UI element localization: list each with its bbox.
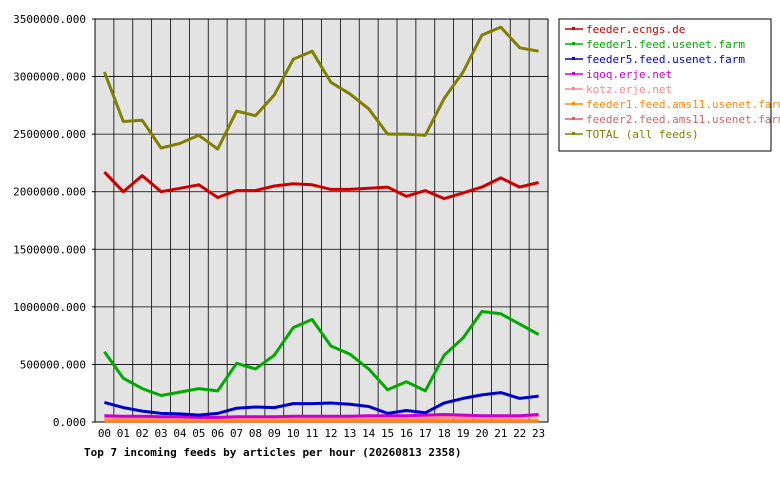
legend-marker xyxy=(572,42,575,45)
legend-marker xyxy=(572,87,575,90)
legend-label: feeder.ecngs.de xyxy=(586,23,685,36)
x-tick-label: 04 xyxy=(173,427,187,440)
chart-title: Top 7 incoming feeds by articles per hou… xyxy=(84,446,462,459)
x-tick-label: 11 xyxy=(305,427,318,440)
legend-label: iqoq.erje.net xyxy=(586,68,672,81)
series-line xyxy=(104,413,539,419)
series-line xyxy=(103,310,540,397)
legend-label: TOTAL (all feeds) xyxy=(586,128,699,141)
x-tick-label: 22 xyxy=(513,427,526,440)
legend-label: feeder5.feed.usenet.farm xyxy=(586,53,745,66)
series-lines xyxy=(102,25,540,423)
legend-marker xyxy=(572,117,575,120)
x-tick-label: 00 xyxy=(98,427,111,440)
y-tick-label: 0.000 xyxy=(53,416,86,429)
legend-box xyxy=(558,18,772,152)
y-tick-label: 1000000.000 xyxy=(13,301,86,314)
legend-marker xyxy=(572,102,575,105)
y-tick-label: 3000000.000 xyxy=(13,71,86,84)
legend-marker xyxy=(572,57,575,60)
series-line xyxy=(102,25,539,151)
x-tick-label: 18 xyxy=(438,427,451,440)
x-tick-label: 05 xyxy=(192,427,205,440)
x-tick-label: 01 xyxy=(117,427,130,440)
x-tick-label: 21 xyxy=(494,427,507,440)
x-axis-ticks: 00 01 02 03 04 05 06 07 08 09 10 11 12 13 14 15 16 17 18 19… xyxy=(98,427,545,440)
x-tick-label: 19 xyxy=(456,427,469,440)
x-tick-label: 17 xyxy=(419,427,432,440)
y-tick-label: 3500000.000 xyxy=(13,13,86,26)
x-tick-label: 10 xyxy=(287,427,300,440)
legend-label: feeder2.feed.ams11.usenet.farm xyxy=(586,113,780,126)
x-tick-label: 13 xyxy=(343,427,356,440)
legend-marker xyxy=(572,27,575,30)
x-tick-label: 09 xyxy=(268,427,281,440)
x-tick-label: 20 xyxy=(475,427,488,440)
y-tick-label: 2500000.000 xyxy=(13,128,86,141)
series-line xyxy=(104,414,539,420)
x-tick-label: 08 xyxy=(249,427,262,440)
x-tick-label: 12 xyxy=(324,427,337,440)
grid xyxy=(95,19,548,422)
legend-label: feeder1.feed.usenet.farm xyxy=(586,38,745,51)
legend-label: feeder1.feed.ams11.usenet.farm xyxy=(586,98,780,111)
y-tick-label: 2000000.000 xyxy=(13,186,86,199)
x-tick-label: 15 xyxy=(381,427,394,440)
legend: feeder.ecngs.de feeder1.feed.usenet.farm f… xyxy=(558,18,780,152)
x-tick-label: 23 xyxy=(532,427,545,440)
legend-marker xyxy=(572,72,575,75)
y-axis-ticks: 0.000 500000.000 1000000.000 1500000.000 200… xyxy=(13,13,95,429)
series-line xyxy=(103,171,539,201)
x-tick-label: 14 xyxy=(362,427,376,440)
x-tick-label: 07 xyxy=(230,427,243,440)
x-tick-label: 03 xyxy=(154,427,167,440)
legend-marker xyxy=(572,132,575,135)
y-tick-label: 500000.000 xyxy=(20,358,86,371)
x-tick-label: 06 xyxy=(211,427,224,440)
series-line xyxy=(104,391,539,417)
x-tick-label: 02 xyxy=(136,427,149,440)
x-tick-label: 16 xyxy=(400,427,413,440)
y-tick-label: 1500000.000 xyxy=(13,243,86,256)
legend-label: kotz.erje.net xyxy=(586,83,672,96)
